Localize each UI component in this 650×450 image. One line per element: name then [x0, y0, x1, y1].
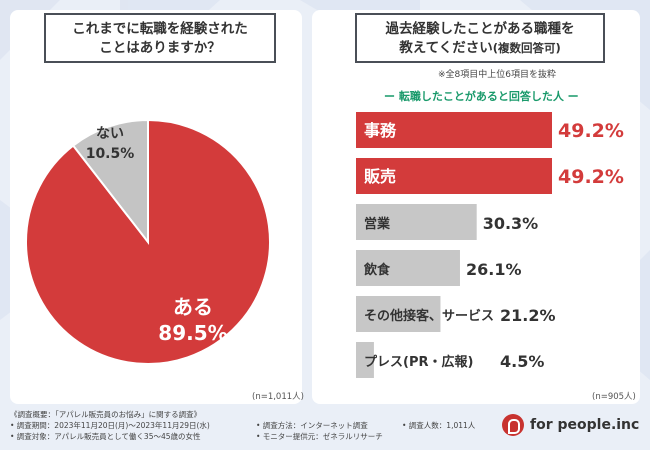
footer-method: • 調査方法：インターネット調査 [256, 421, 368, 430]
bar-1 [356, 158, 552, 194]
bar-chart-subtitle: ー 転職したことがあると回答した人 ー [384, 90, 579, 103]
bar-value-4: 21.2% [500, 306, 556, 325]
pie-label-no: ない [96, 126, 124, 142]
left-n-note: (n=1,011人) [252, 392, 304, 402]
bar-5 [356, 342, 374, 378]
footer-period: • 調査期間：2023年11月20日(月)〜2023年11月29日(水) [10, 421, 210, 430]
right-question-box: 過去経験したことがある職種を 教えてください(複数回答可) [355, 13, 605, 63]
pie-slice-no [71, 118, 149, 245]
bar-value-0: 49.2% [558, 120, 624, 142]
right-question-suffix: (複数回答可) [492, 41, 561, 55]
right-question-line1: 過去経験したことがある職種を [385, 21, 575, 37]
bar-0 [356, 112, 552, 148]
pie-label-yes: ある [173, 295, 213, 319]
footer-monitor: • モニター提供元：ゼネラルリサーチ [256, 432, 383, 441]
bar-3 [356, 250, 460, 286]
bar-label-1: 販売 [364, 167, 396, 186]
bar-label-3: 飲食 [363, 262, 391, 278]
bar-value-2: 30.3% [483, 214, 539, 233]
bar-4 [356, 296, 441, 332]
left-question-box: これまでに転職を経験された ことはありますか？ [44, 13, 276, 63]
right-question-line2: 教えてください [399, 40, 493, 56]
footer-count: • 調査人数：1,011人 [402, 421, 476, 430]
logo-icon [502, 414, 524, 436]
bar-value-3: 26.1% [466, 260, 522, 279]
left-question-line2: ことはありますか？ [99, 40, 221, 56]
survey-footer: 《調査概要：「アパレル販売員のお悩み」に関する調査》 • 調査期間：2023年1… [10, 409, 475, 442]
pie-value-no: 10.5% [86, 146, 135, 162]
left-question-line1: これまでに転職を経験された [72, 21, 248, 37]
bar-label-2: 営業 [364, 216, 391, 232]
footer-title: 《調査概要：「アパレル販売員のお悩み」に関する調査》 [10, 410, 202, 419]
bar-label-5: プレス(PR・広報) [364, 354, 473, 370]
right-n-note: (n=905人) [592, 392, 636, 402]
bar-2 [356, 204, 477, 240]
company-logo: for people.inc [502, 414, 639, 436]
bar-label-0: 事務 [364, 121, 397, 140]
logo-text: for people.inc [530, 417, 640, 433]
bar-label-4: その他接客、サービス [364, 308, 494, 324]
bar-value-1: 49.2% [558, 166, 624, 188]
footer-target: • 調査対象：アパレル販売員として働く35〜45歳の女性 [10, 432, 201, 441]
selection-note: ※全8項目中上位6項目を抜粋 [438, 70, 556, 80]
bar-value-5: 4.5% [500, 352, 544, 371]
pie-value-yes: 89.5% [158, 321, 227, 345]
